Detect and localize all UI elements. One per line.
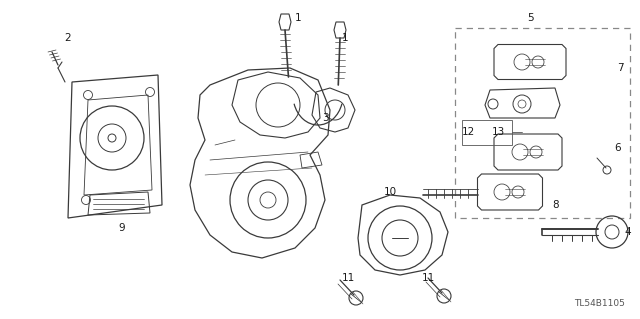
Text: 11: 11 xyxy=(421,273,435,283)
Text: 5: 5 xyxy=(527,13,533,23)
Text: 11: 11 xyxy=(341,273,355,283)
Text: 6: 6 xyxy=(614,143,621,153)
Text: 13: 13 xyxy=(492,127,504,137)
Text: 7: 7 xyxy=(617,63,623,73)
Text: 2: 2 xyxy=(65,33,71,43)
Text: 1: 1 xyxy=(342,33,348,43)
Text: 3: 3 xyxy=(322,113,328,123)
Text: 10: 10 xyxy=(383,187,397,197)
Text: 4: 4 xyxy=(625,227,631,237)
Text: 8: 8 xyxy=(553,200,559,210)
Bar xyxy=(455,28,630,218)
Text: 12: 12 xyxy=(461,127,475,137)
Text: TL54B1105: TL54B1105 xyxy=(574,299,625,308)
Text: 9: 9 xyxy=(118,223,125,233)
Text: 1: 1 xyxy=(294,13,301,23)
